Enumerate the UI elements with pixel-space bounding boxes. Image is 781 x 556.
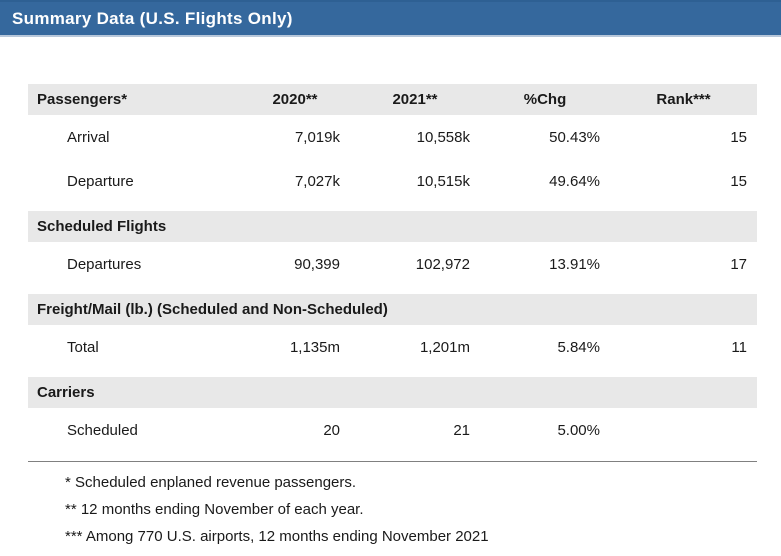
value-rank: 17 bbox=[730, 255, 747, 273]
value-rank: 11 bbox=[731, 338, 747, 356]
table-row-scheduled: Scheduled 20 21 5.00% bbox=[28, 408, 757, 452]
value-2021: 21 bbox=[453, 421, 470, 439]
table-header-row: Passengers* 2020** 2021** %Chg Rank*** bbox=[28, 84, 757, 115]
column-header-2021: 2021** bbox=[392, 91, 438, 108]
table-row-departure: Departure 7,027k 10,515k 49.64% 15 bbox=[28, 159, 757, 203]
section-header-freight-mail: Freight/Mail (lb.) (Scheduled and Non-Sc… bbox=[28, 294, 757, 325]
value-pct-chg: 5.84% bbox=[557, 338, 600, 356]
footnotes: * Scheduled enplaned revenue passengers.… bbox=[65, 469, 757, 550]
table-row-arrival: Arrival 7,019k 10,558k 50.43% 15 bbox=[28, 115, 757, 159]
footnote: *** Among 770 U.S. airports, 12 months e… bbox=[65, 528, 489, 545]
section-label: Freight/Mail (lb.) (Scheduled and Non-Sc… bbox=[37, 301, 388, 318]
column-header-rank: Rank*** bbox=[656, 91, 711, 108]
value-2020: 7,027k bbox=[294, 172, 340, 190]
row-label: Departures bbox=[67, 255, 142, 273]
value-pct-chg: 13.91% bbox=[549, 255, 600, 273]
value-2020: 1,135m bbox=[289, 338, 340, 356]
footnote: ** 12 months ending November of each yea… bbox=[65, 501, 364, 518]
row-label: Departure bbox=[67, 172, 134, 190]
row-label: Total bbox=[67, 338, 99, 356]
column-header-pct-chg: %Chg bbox=[523, 91, 567, 108]
row-label: Scheduled bbox=[67, 421, 138, 439]
value-2021: 102,972 bbox=[415, 255, 470, 273]
footnote: * Scheduled enplaned revenue passengers. bbox=[65, 474, 357, 491]
summary-table: Passengers* 2020** 2021** %Chg Rank*** A… bbox=[28, 84, 757, 550]
row-label: Arrival bbox=[67, 128, 110, 146]
title-bar: Summary Data (U.S. Flights Only) bbox=[0, 0, 781, 37]
value-2020: 7,019k bbox=[294, 128, 340, 146]
table-row-total: Total 1,135m 1,201m 5.84% 11 bbox=[28, 325, 757, 369]
value-pct-chg: 49.64% bbox=[549, 172, 600, 190]
column-header-passengers: Passengers* bbox=[37, 91, 128, 108]
value-2021: 10,515k bbox=[416, 172, 470, 190]
value-2020: 20 bbox=[323, 421, 340, 439]
column-header-2020: 2020** bbox=[272, 91, 318, 108]
page-title: Summary Data (U.S. Flights Only) bbox=[12, 8, 293, 28]
section-header-carriers: Carriers bbox=[28, 377, 757, 408]
value-rank: 15 bbox=[730, 128, 747, 146]
table-row-departures: Departures 90,399 102,972 13.91% 17 bbox=[28, 242, 757, 286]
value-rank: 15 bbox=[730, 172, 747, 190]
value-pct-chg: 50.43% bbox=[549, 128, 600, 146]
value-2020: 90,399 bbox=[294, 255, 340, 273]
divider bbox=[28, 461, 757, 462]
value-2021: 1,201m bbox=[419, 338, 470, 356]
section-header-scheduled-flights: Scheduled Flights bbox=[28, 211, 757, 242]
value-pct-chg: 5.00% bbox=[557, 421, 600, 439]
section-label: Carriers bbox=[37, 384, 95, 401]
value-2021: 10,558k bbox=[416, 128, 470, 146]
section-label: Scheduled Flights bbox=[37, 218, 167, 235]
